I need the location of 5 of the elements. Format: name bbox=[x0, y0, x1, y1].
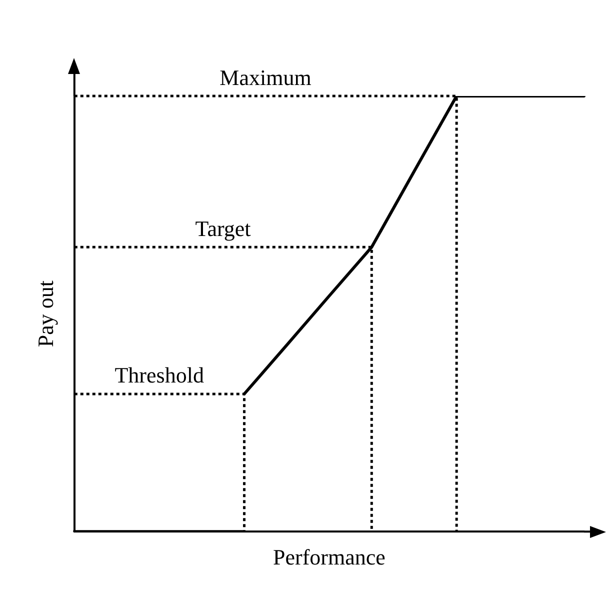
ref-line-label: Threshold bbox=[114, 362, 204, 388]
ref-line-label: Target bbox=[195, 216, 251, 241]
y-axis-title: Pay out bbox=[32, 280, 58, 348]
x-axis-title: Performance bbox=[273, 544, 386, 570]
ref-line-label: Maximum bbox=[220, 64, 312, 90]
